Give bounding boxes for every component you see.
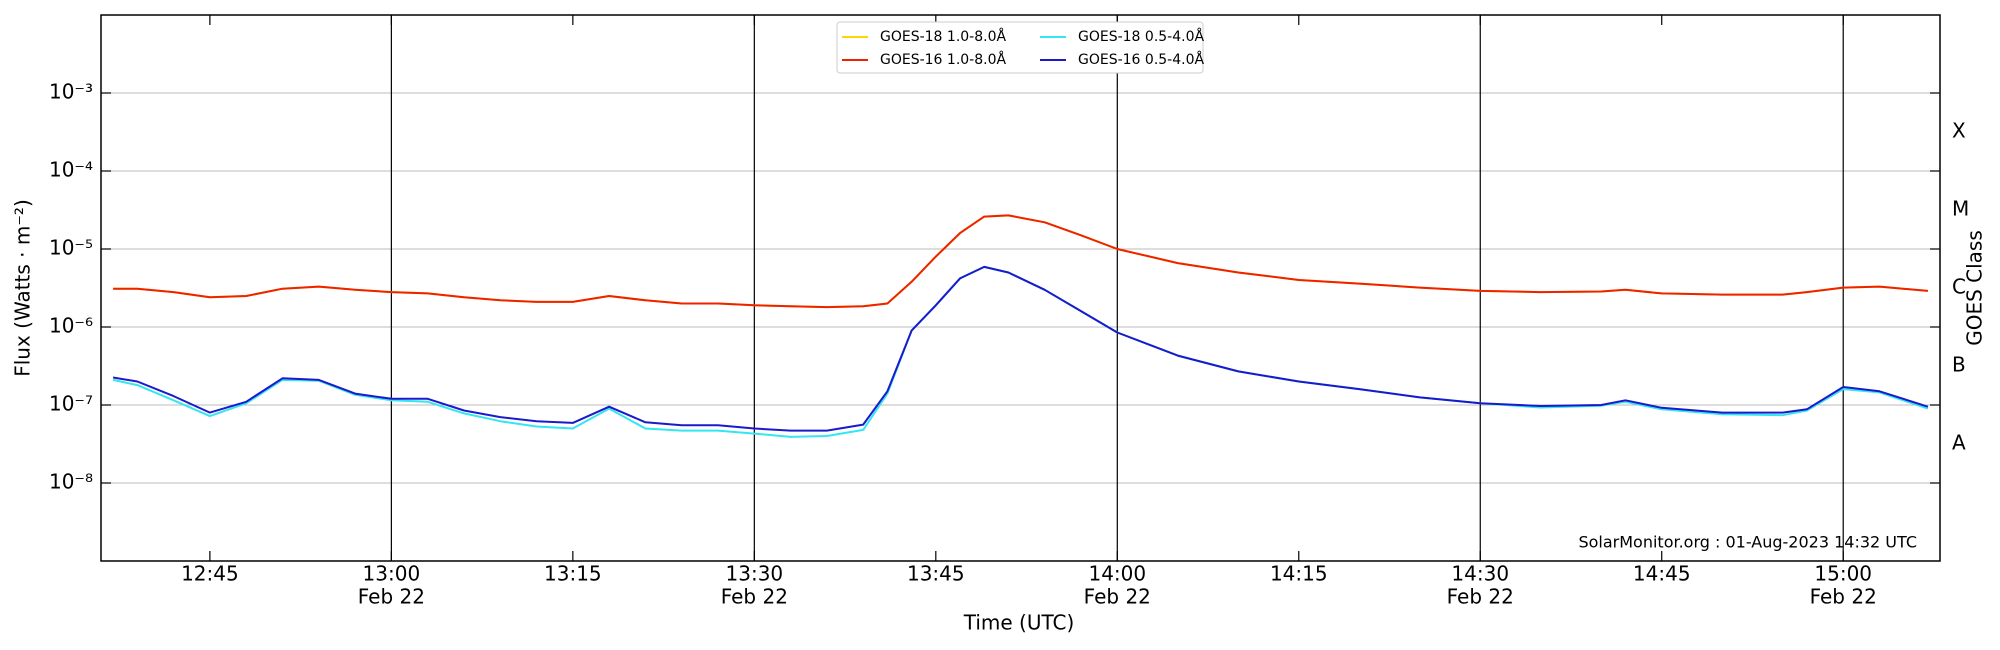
y-axis-label: Flux (Watts · m⁻²) xyxy=(11,199,35,377)
x-tick-date: Feb 22 xyxy=(358,585,425,609)
plot-frame xyxy=(100,14,1941,562)
y-tick-label: 10⁻⁶ xyxy=(49,314,93,338)
legend-label: GOES-18 1.0-8.0Å xyxy=(880,28,1006,45)
watermark: SolarMonitor.org : 01-Aug-2023 14:32 UTC xyxy=(1578,533,1917,552)
x-tick-label: 14:30 xyxy=(1451,562,1509,586)
x-tick-label: 13:00 xyxy=(363,562,421,586)
y-tick-label: 10⁻⁴ xyxy=(49,158,93,182)
y-tick-label: 10⁻⁵ xyxy=(49,236,93,260)
x-tick-label: 14:15 xyxy=(1270,562,1328,586)
x-tick-label: 12:45 xyxy=(181,562,239,586)
x-tick-label: 13:45 xyxy=(907,562,965,586)
x-tick-label: 15:00 xyxy=(1814,562,1872,586)
y2-tick-label: M xyxy=(1952,197,1969,221)
y2-axis-label: GOES Class xyxy=(1963,230,1987,346)
x-axis-label: Time (UTC) xyxy=(963,611,1075,635)
y2-tick-label: B xyxy=(1952,353,1966,377)
legend: GOES-18 1.0-8.0Å GOES-16 1.0-8.0Å GOES-18 … xyxy=(836,21,1204,74)
y2-tick-label: X xyxy=(1952,119,1966,143)
y-tick-label: 10⁻³ xyxy=(49,80,93,104)
legend-box xyxy=(836,21,1204,74)
legend-label: GOES-16 0.5-4.0Å xyxy=(1078,51,1204,68)
x-tick-date: Feb 22 xyxy=(1447,585,1514,609)
x-tick-label: 14:00 xyxy=(1088,562,1146,586)
series-line xyxy=(112,265,1929,432)
x-tick-date: Feb 22 xyxy=(721,585,788,609)
legend-label: GOES-16 1.0-8.0Å xyxy=(880,51,1006,68)
x-tick-label: 13:30 xyxy=(726,562,784,586)
x-tick-date: Feb 22 xyxy=(1084,585,1151,609)
x-tick-label: 14:45 xyxy=(1633,562,1691,586)
y-tick-label: 10⁻⁸ xyxy=(49,470,93,494)
x-tick-label: 13:15 xyxy=(544,562,602,586)
x-tick-date: Feb 22 xyxy=(1810,585,1877,609)
y-tick-label: 10⁻⁷ xyxy=(49,392,93,416)
y2-tick-label: C xyxy=(1952,275,1966,299)
y2-tick-label: A xyxy=(1952,431,1966,455)
legend-label: GOES-18 0.5-4.0Å xyxy=(1078,28,1204,45)
series-line xyxy=(113,214,1928,309)
